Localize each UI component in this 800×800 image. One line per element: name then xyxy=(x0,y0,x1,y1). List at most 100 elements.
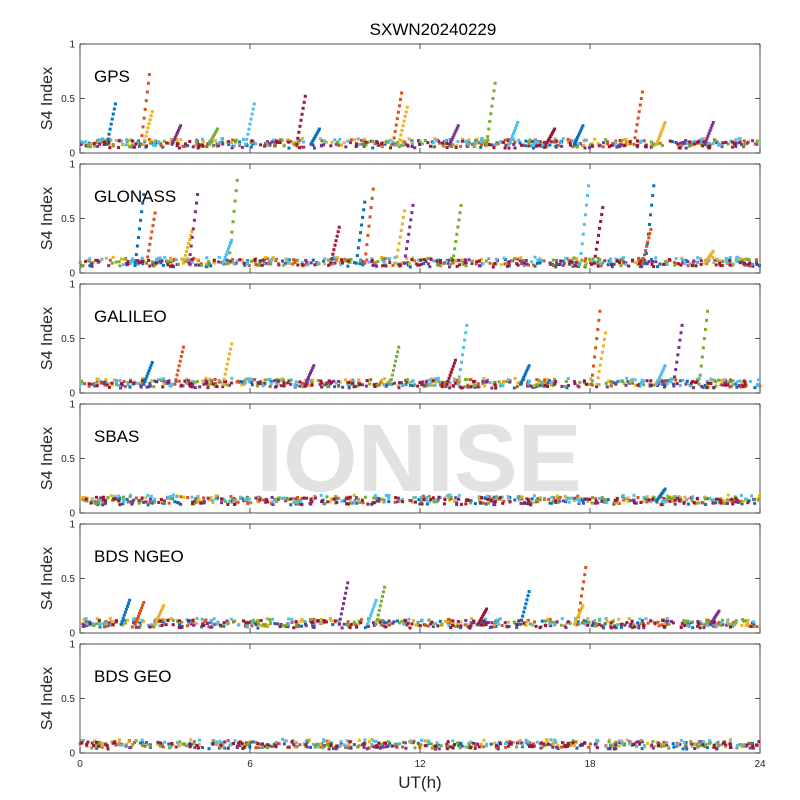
data-point xyxy=(107,140,111,144)
data-point xyxy=(593,619,597,623)
data-point xyxy=(345,739,349,743)
data-point xyxy=(384,625,388,629)
data-point xyxy=(183,379,187,383)
data-point xyxy=(580,594,583,598)
data-point xyxy=(651,746,655,750)
data-point xyxy=(263,624,267,628)
data-point xyxy=(151,143,155,147)
data-point xyxy=(108,258,112,262)
data-point xyxy=(498,496,502,500)
data-point xyxy=(284,499,288,503)
data-point xyxy=(110,494,114,498)
data-point xyxy=(329,381,333,385)
data-point xyxy=(104,378,108,382)
data-point xyxy=(522,621,526,625)
data-point xyxy=(723,259,727,263)
data-point xyxy=(468,746,472,750)
data-point xyxy=(200,746,204,750)
data-point xyxy=(88,257,92,261)
data-point xyxy=(429,377,433,381)
data-point xyxy=(453,131,457,135)
data-point xyxy=(707,258,711,262)
data-point xyxy=(209,620,213,624)
data-point xyxy=(334,495,338,499)
data-point xyxy=(618,261,622,265)
data-point xyxy=(711,256,715,260)
data-point xyxy=(340,260,344,264)
data-point xyxy=(376,497,380,501)
data-point xyxy=(376,499,380,503)
data-point xyxy=(678,379,682,383)
data-point xyxy=(503,258,507,262)
data-point xyxy=(611,141,615,145)
data-point xyxy=(302,145,306,149)
data-point xyxy=(182,495,186,499)
data-point xyxy=(411,140,415,144)
data-point xyxy=(400,91,404,95)
data-point xyxy=(489,742,493,746)
data-point xyxy=(525,262,529,266)
data-point xyxy=(91,261,95,265)
data-point xyxy=(626,496,630,500)
data-point xyxy=(484,744,488,748)
data-point xyxy=(704,743,708,747)
data-point xyxy=(674,378,678,382)
data-point xyxy=(237,741,241,745)
data-point xyxy=(244,621,248,625)
data-point xyxy=(566,137,570,141)
data-point xyxy=(457,743,461,747)
data-point xyxy=(300,496,304,500)
data-point xyxy=(450,367,454,371)
data-point xyxy=(185,249,189,253)
data-point xyxy=(361,260,365,264)
data-point xyxy=(509,137,513,141)
data-point xyxy=(737,141,741,145)
data-point xyxy=(705,746,709,750)
data-point xyxy=(740,744,744,748)
data-point xyxy=(543,383,547,387)
data-point xyxy=(402,740,406,744)
data-point xyxy=(473,385,477,389)
data-point xyxy=(379,599,383,603)
data-point xyxy=(492,89,496,93)
data-point xyxy=(300,261,304,265)
data-point xyxy=(178,619,182,623)
data-point xyxy=(242,261,246,265)
data-point xyxy=(107,132,111,136)
data-point xyxy=(269,262,273,266)
data-point xyxy=(336,143,340,147)
data-point xyxy=(454,128,458,132)
data-point xyxy=(117,139,121,143)
data-point xyxy=(216,622,220,626)
data-point xyxy=(416,741,420,745)
data-point xyxy=(216,742,220,746)
data-point xyxy=(210,137,214,141)
data-point xyxy=(149,494,153,498)
data-point xyxy=(214,382,218,386)
data-point xyxy=(357,378,361,382)
data-point xyxy=(475,139,479,143)
data-point xyxy=(179,495,183,499)
data-point xyxy=(121,616,125,620)
data-point xyxy=(590,501,594,505)
data-point xyxy=(355,254,359,258)
data-point xyxy=(682,741,686,745)
data-point xyxy=(461,353,464,357)
data-point xyxy=(510,259,514,263)
data-point xyxy=(292,626,296,630)
data-point xyxy=(250,621,254,625)
data-point xyxy=(385,382,389,386)
data-point xyxy=(550,131,554,135)
data-point xyxy=(662,497,666,501)
data-point xyxy=(256,626,260,630)
data-point xyxy=(452,133,456,137)
data-point xyxy=(680,622,684,626)
data-point xyxy=(352,380,356,384)
data-point xyxy=(717,142,721,146)
data-point xyxy=(626,140,630,144)
data-point xyxy=(82,618,86,622)
data-point xyxy=(98,137,102,141)
data-point xyxy=(523,606,527,610)
data-point xyxy=(340,143,344,147)
data-point xyxy=(530,140,534,144)
